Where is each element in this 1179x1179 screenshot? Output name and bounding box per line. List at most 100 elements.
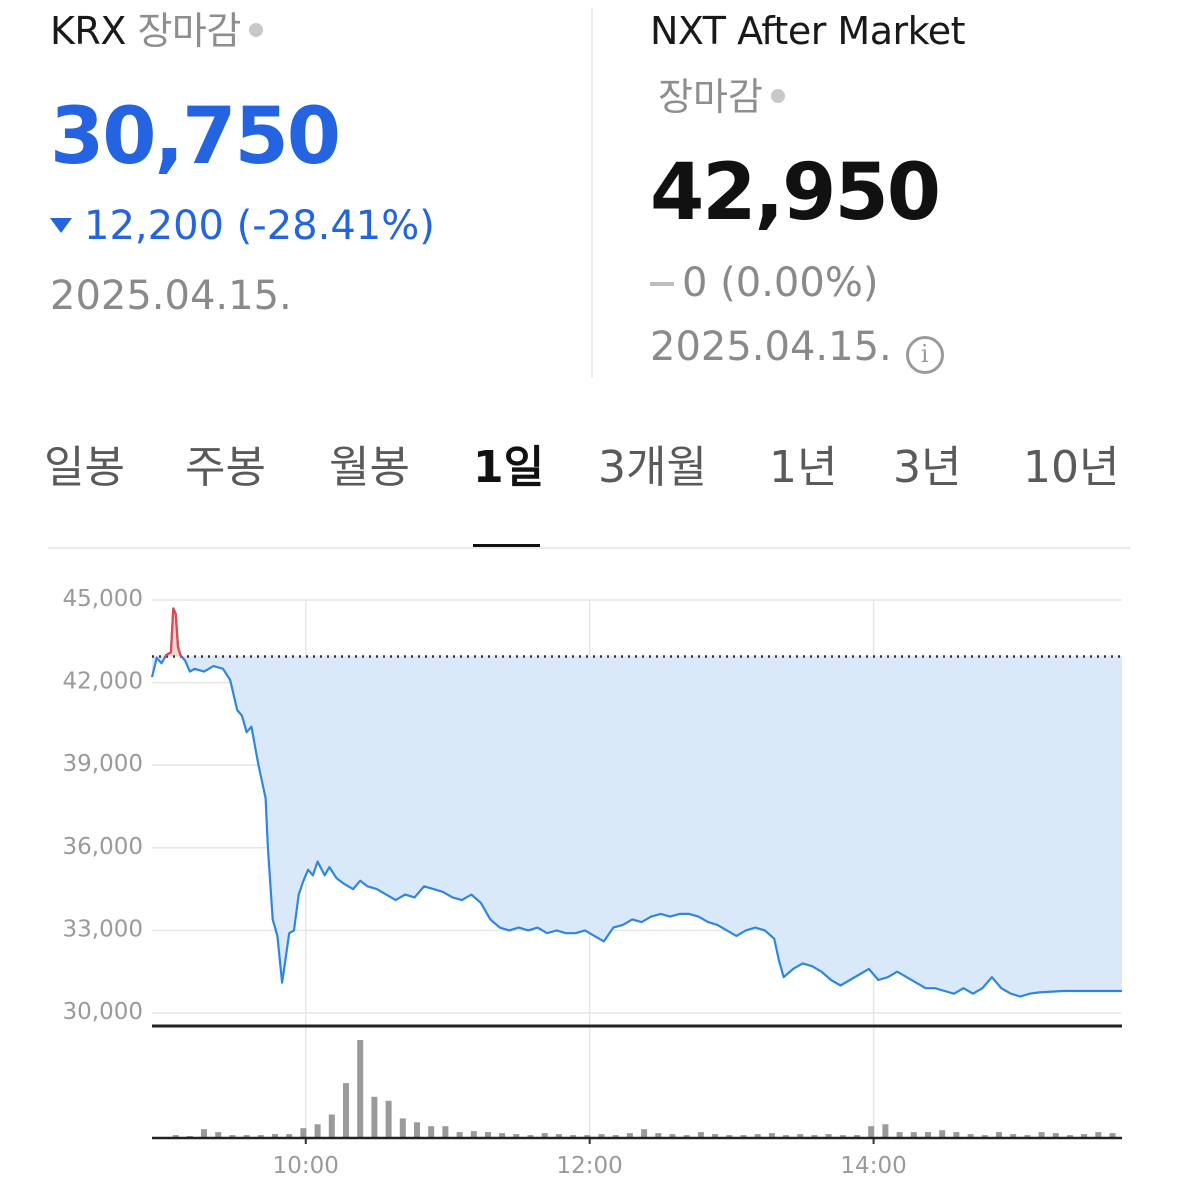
nxt-change-value: 0 (0.00%) [682, 260, 879, 306]
volume-bar [1038, 1132, 1045, 1138]
volume-bar [1024, 1135, 1031, 1138]
krx-change-value: 12,200 (-28.41%) [84, 203, 435, 249]
volume-bar [996, 1132, 1002, 1138]
volume-bar [172, 1135, 179, 1138]
volume-bar [854, 1135, 860, 1138]
y-tick-label: 36,000 [63, 834, 143, 860]
volume-bar [868, 1126, 875, 1138]
nxt-date: 2025.04.15. [650, 324, 892, 370]
krx-change: 12,200 (-28.41%) [50, 206, 435, 246]
volume-bar [470, 1131, 477, 1138]
volume-bar [953, 1132, 960, 1138]
nxt-market-name: NXT After Market [650, 9, 966, 53]
x-tick-label: 14:00 [840, 1153, 906, 1179]
y-tick-label: 33,000 [63, 916, 143, 942]
price-line [150, 607, 1122, 998]
volume-bar [712, 1134, 719, 1138]
y-tick-label: 42,000 [63, 669, 143, 695]
volume-bar [314, 1124, 321, 1138]
volume-bar [257, 1135, 264, 1138]
volume-bar [797, 1134, 804, 1138]
nxt-date-line: 2025.04.15. i [650, 324, 944, 374]
volume-bar [371, 1096, 378, 1138]
x-tick-label: 10:00 [273, 1153, 339, 1179]
volume-bar [442, 1126, 449, 1138]
volume-bar [399, 1118, 406, 1138]
nxt-status: 장마감 [658, 75, 763, 119]
tab-3-months[interactable]: 3개월 [598, 442, 707, 493]
volume-bar [570, 1135, 577, 1138]
volume-bar [882, 1124, 889, 1138]
volume-bar [584, 1135, 591, 1138]
y-tick-label: 45,000 [63, 586, 143, 612]
tab-weekly-candle[interactable]: 주봉 [185, 442, 266, 493]
status-dot-icon [770, 88, 785, 103]
above-reference-fill [152, 608, 1122, 657]
active-tab-indicator [473, 544, 540, 548]
krx-price: 30,750 [50, 92, 341, 182]
volume-bar [768, 1133, 775, 1138]
tabs-divider [48, 547, 1131, 549]
volume-bar [1109, 1133, 1116, 1138]
tab-monthly-candle[interactable]: 월봉 [329, 442, 410, 493]
volume-bar [783, 1135, 789, 1138]
krx-market-name: KRX [50, 9, 126, 53]
volume-bar [1010, 1134, 1017, 1138]
volume-bar [896, 1132, 903, 1138]
volume-bar [925, 1132, 931, 1138]
volume-bar [414, 1122, 420, 1138]
tab-1-year[interactable]: 1년 [769, 442, 838, 493]
intraday-price-chart[interactable]: 45,000 42,000 39,000 36,000 33,000 30,000 10:0… [0, 560, 1179, 1179]
volume-bar [555, 1134, 562, 1138]
volume-bar [215, 1132, 222, 1138]
status-dot-icon [248, 22, 263, 37]
x-tick-label: 12:00 [557, 1153, 623, 1179]
tab-3-years[interactable]: 3년 [893, 442, 962, 493]
volume-bar [754, 1134, 761, 1138]
volume-bar [243, 1135, 250, 1138]
price-area-fill [152, 656, 1122, 997]
volume-bar [343, 1083, 349, 1138]
volume-bar [910, 1132, 917, 1138]
flat-dash-icon [650, 282, 674, 286]
nxt-status-line: 장마감 [658, 78, 785, 116]
krx-status: 장마감 [137, 9, 241, 53]
volume-bar [513, 1134, 520, 1138]
volume-bar [1052, 1133, 1059, 1138]
volume-bar [499, 1133, 506, 1138]
volume-bar [655, 1133, 662, 1138]
volume-bar [683, 1135, 690, 1138]
volume-bar [385, 1100, 392, 1138]
volume-bar [967, 1134, 974, 1138]
down-arrow-icon [50, 218, 72, 233]
volume-bar [626, 1133, 633, 1138]
volume-bar [669, 1134, 676, 1138]
tab-daily-candle[interactable]: 일봉 [44, 442, 125, 493]
volume-bar [939, 1130, 946, 1138]
volume-bar [485, 1132, 491, 1138]
volume-bar [641, 1129, 648, 1138]
tab-10-years[interactable]: 10년 [1023, 442, 1120, 493]
tab-1-day[interactable]: 1일 [473, 442, 545, 493]
volume-bar [456, 1132, 463, 1138]
krx-date: 2025.04.15. [50, 273, 292, 319]
nxt-change: 0 (0.00%) [650, 263, 878, 303]
volume-bar [598, 1134, 605, 1138]
volume-bar [825, 1134, 832, 1138]
y-tick-label: 39,000 [63, 751, 143, 777]
nxt-price: 42,950 [650, 148, 941, 238]
volume-bar [697, 1132, 704, 1138]
volume-bar [286, 1134, 293, 1138]
info-icon[interactable]: i [905, 336, 944, 374]
volume-bar [272, 1134, 278, 1138]
volume-bar [428, 1126, 435, 1138]
volume-bar [839, 1135, 846, 1138]
volume-bar [300, 1128, 307, 1138]
volume-bar [527, 1135, 534, 1138]
volume-bar [726, 1135, 733, 1138]
volume-bar [229, 1135, 236, 1138]
quote-divider [591, 8, 593, 378]
y-tick-label: 30,000 [63, 999, 143, 1025]
volume-bar [1081, 1134, 1088, 1138]
volume-bar [612, 1135, 619, 1138]
